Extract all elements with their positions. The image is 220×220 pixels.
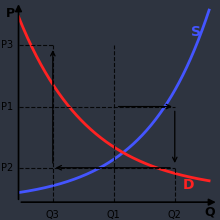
Text: Q3: Q3 (46, 210, 60, 220)
Text: D: D (182, 178, 194, 192)
Text: P: P (6, 7, 15, 20)
Text: Q2: Q2 (168, 210, 182, 220)
Text: Q1: Q1 (107, 210, 121, 220)
Text: Q: Q (204, 205, 214, 218)
Text: P3: P3 (1, 40, 13, 50)
Text: P2: P2 (0, 163, 13, 173)
Text: S: S (191, 25, 201, 39)
Text: P1: P1 (1, 102, 13, 112)
